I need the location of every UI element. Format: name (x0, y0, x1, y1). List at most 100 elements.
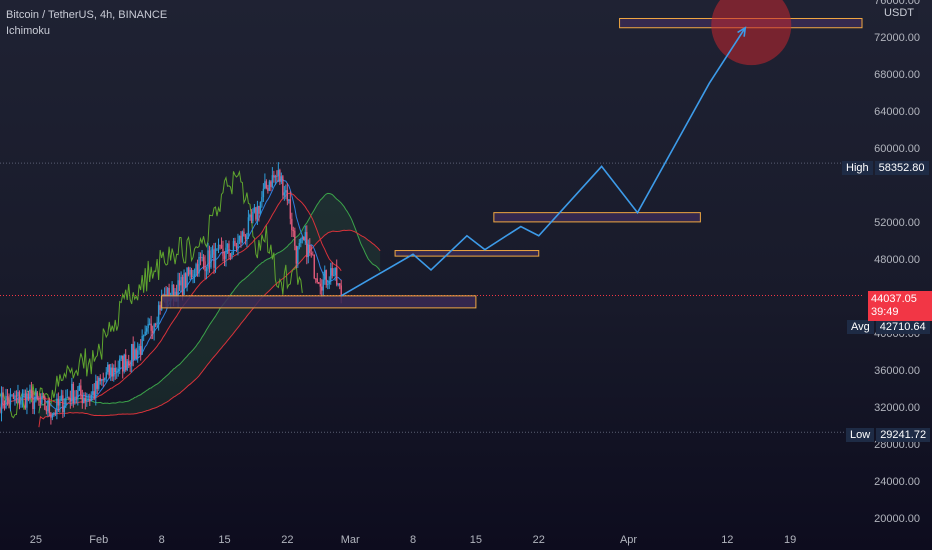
candle-body (86, 399, 88, 402)
candle-body (148, 323, 151, 325)
candle-body (57, 398, 60, 406)
candle-body (288, 199, 290, 201)
high-tag: High 58352.80 (842, 161, 929, 175)
candle-body (27, 393, 30, 400)
candle-body (125, 354, 127, 370)
symbol-title: Bitcoin / TetherUS, 4h, BINANCE (6, 9, 168, 21)
candle-body (268, 181, 271, 191)
candle-body (95, 380, 97, 398)
candle-body (274, 175, 277, 178)
y-tick-label: 36000.00 (874, 365, 920, 377)
candle-body (63, 405, 66, 412)
candle-body (189, 269, 191, 275)
indicator-label[interactable]: Ichimoku (6, 25, 51, 37)
candle-body (184, 273, 187, 288)
candle-body (53, 413, 55, 416)
y-tick-label: 52000.00 (874, 217, 920, 229)
candle-body (232, 241, 235, 253)
candle-body (213, 249, 215, 268)
candle-body (312, 254, 314, 256)
candle-body (159, 305, 161, 311)
candle-body (198, 256, 200, 274)
candle-body (107, 364, 109, 373)
candle-body (291, 218, 293, 231)
candle-body (258, 206, 260, 214)
last-price-tag: 44037.05 39:49 (868, 291, 932, 321)
target-circle (711, 0, 792, 66)
low-tag-label: Low (846, 428, 875, 442)
y-tick-label: 64000.00 (874, 106, 920, 118)
candle-body (217, 244, 220, 249)
candle-body (216, 248, 218, 250)
candle-body (14, 395, 16, 399)
candle-body (56, 398, 58, 415)
candle-body (132, 344, 134, 360)
candle-body (256, 206, 259, 220)
candle-body (66, 397, 69, 399)
candle-body (244, 236, 247, 240)
candle-body (80, 385, 82, 395)
candle-body (105, 372, 107, 379)
candle-body (231, 252, 233, 257)
candle-body (153, 324, 155, 334)
candle-body (223, 255, 226, 259)
candle-body (54, 413, 57, 415)
candle-body (72, 383, 75, 404)
candle-body (253, 207, 256, 212)
candle-body (122, 355, 124, 372)
y-tick-label: 68000.00 (874, 69, 920, 81)
candle-body (44, 396, 46, 410)
candle-body (99, 377, 101, 382)
candle-body (147, 324, 149, 329)
candle-body (240, 235, 242, 243)
candle-body (340, 285, 342, 299)
candle-body (195, 264, 197, 275)
candle-body (141, 335, 143, 355)
candle-body (250, 214, 253, 221)
candle-body (35, 392, 37, 402)
candle-body (270, 181, 272, 187)
candle-body (172, 284, 175, 301)
candle-body (20, 401, 22, 405)
candle-body (178, 280, 181, 286)
candle-body (186, 267, 188, 288)
y-tick-label: 60000.00 (874, 143, 920, 155)
candle-body (300, 239, 302, 244)
candle-body (337, 283, 339, 285)
candle-body (5, 396, 7, 408)
candle-body (6, 396, 9, 401)
projection-path (340, 27, 746, 297)
candle-body (38, 398, 40, 401)
candle-body (306, 232, 308, 258)
currency-label[interactable]: USDT (880, 6, 918, 20)
candle-body (229, 253, 232, 257)
x-tick-label: 15 (470, 534, 482, 546)
candle-body (301, 237, 303, 240)
candle-body (220, 245, 223, 249)
candle-body (62, 395, 64, 412)
x-tick-label: 8 (410, 534, 416, 546)
candle-body (180, 277, 182, 286)
candle-body (3, 406, 6, 408)
candle-body (243, 231, 245, 237)
candle-body (282, 176, 284, 196)
candle-body (277, 169, 280, 177)
candle-body (24, 393, 27, 408)
candle-body (102, 379, 104, 381)
candle-body (327, 284, 329, 286)
avg-tag-label: Avg (847, 320, 874, 334)
candle-body (168, 287, 170, 302)
candle-body (252, 211, 254, 221)
ichimoku-cloud (38, 193, 381, 428)
candle-body (192, 275, 194, 278)
candle-body (318, 282, 320, 284)
candle-body (48, 400, 51, 413)
candle-body (249, 214, 251, 218)
projection-arrowhead (737, 26, 747, 37)
candle-body (214, 248, 217, 268)
candle-body (93, 391, 95, 398)
candle-body (246, 234, 248, 240)
y-tick-label: 48000.00 (874, 254, 920, 266)
